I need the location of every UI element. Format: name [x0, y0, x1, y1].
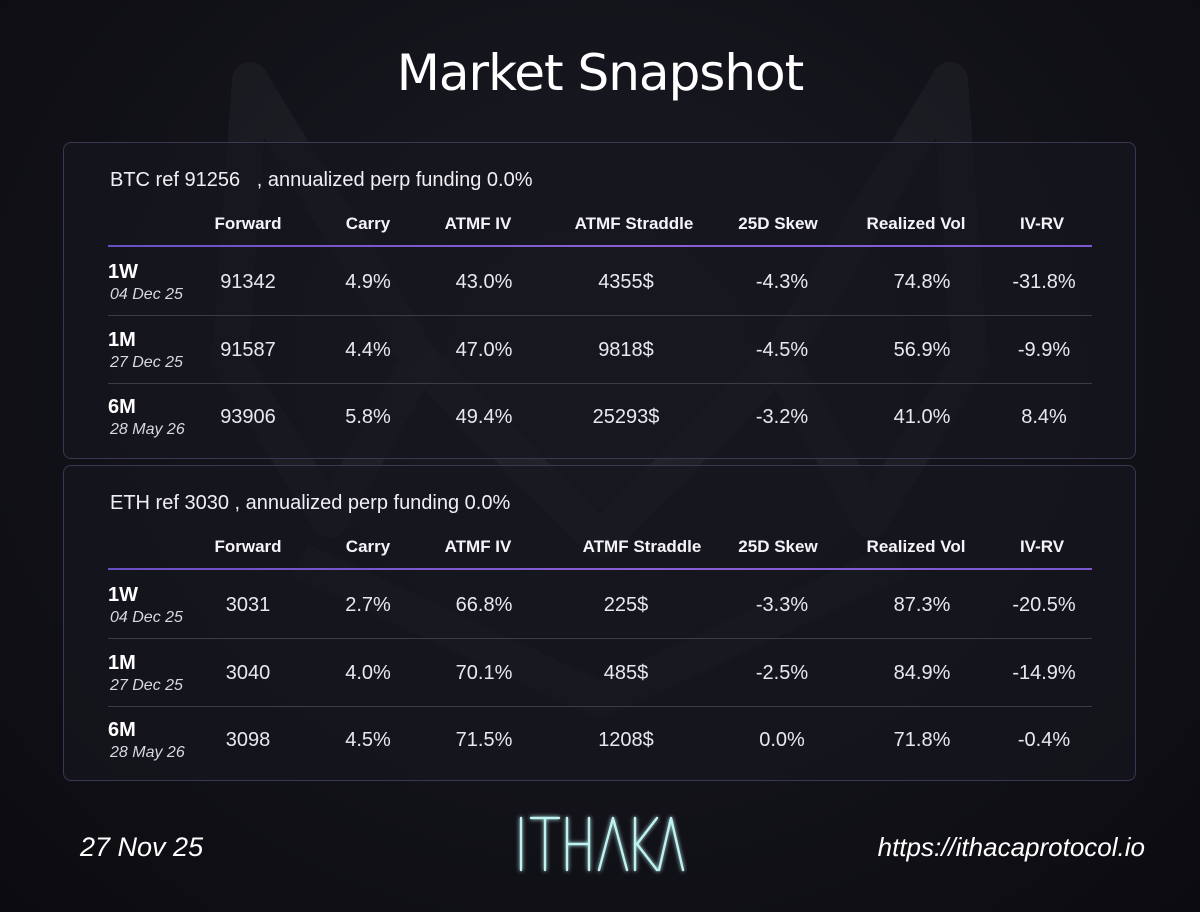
- col-header-carry: Carry: [345, 537, 391, 556]
- cell-realized-vol: 71.8%: [893, 729, 951, 751]
- col-header-atmf-iv: ATMF IV: [444, 537, 512, 556]
- cell-iv-rv: -20.5%: [1012, 594, 1076, 616]
- btc-panel-header: BTC ref 91256 , annualized perp funding …: [110, 169, 533, 191]
- cell-atmf-straddle: 9818$: [598, 339, 654, 361]
- tenor-date: 27 Dec 25: [110, 354, 183, 371]
- row-divider: [108, 383, 1092, 384]
- tenor-label: 1M: [108, 329, 136, 351]
- tenor-date: 28 May 26: [110, 421, 185, 438]
- cell-25d-skew: -3.3%: [755, 594, 809, 616]
- cell-carry: 5.8%: [345, 406, 391, 428]
- cell-atmf-iv: 71.5%: [455, 729, 513, 751]
- cell-realized-vol: 84.9%: [893, 662, 951, 684]
- col-header-carry: Carry: [345, 214, 391, 233]
- col-header-atmf-iv: ATMF IV: [444, 214, 512, 233]
- cell-forward: 3040: [225, 662, 271, 684]
- cell-25d-skew: -4.5%: [755, 339, 809, 361]
- row-divider: [108, 638, 1092, 639]
- col-header-iv-rv: IV-RV: [1019, 214, 1065, 233]
- cell-carry: 4.9%: [345, 271, 391, 293]
- cell-forward: 93906: [220, 406, 276, 428]
- header-divider: [108, 245, 1092, 247]
- eth-panel: ETH ref 3030 , annualized perp funding 0…: [63, 465, 1136, 781]
- header-divider: [108, 568, 1092, 570]
- cell-iv-rv: -9.9%: [1017, 339, 1071, 361]
- cell-carry: 4.4%: [345, 339, 391, 361]
- cell-25d-skew: 0.0%: [759, 729, 805, 751]
- tenor-label: 1W: [108, 261, 138, 283]
- col-header-iv-rv: IV-RV: [1019, 537, 1065, 556]
- col-header-atmf-straddle: ATMF Straddle: [582, 537, 702, 556]
- cell-atmf-straddle: 485$: [603, 662, 649, 684]
- tenor-date: 28 May 26: [110, 744, 185, 761]
- cell-forward: 91342: [220, 271, 276, 293]
- btc-panel: BTC ref 91256 , annualized perp funding …: [63, 142, 1136, 459]
- cell-iv-rv: -14.9%: [1012, 662, 1076, 684]
- cell-atmf-straddle: 1208$: [598, 729, 654, 751]
- tenor-date: 04 Dec 25: [110, 286, 183, 303]
- col-header-atmf-straddle: ATMF Straddle: [574, 214, 694, 233]
- cell-carry: 4.5%: [345, 729, 391, 751]
- tenor-date: 27 Dec 25: [110, 677, 183, 694]
- cell-forward: 3098: [225, 729, 271, 751]
- tenor-label: 6M: [108, 719, 136, 741]
- tenor-label: 1W: [108, 584, 138, 606]
- page-title: Market Snapshot: [396, 44, 805, 102]
- cell-realized-vol: 56.9%: [893, 339, 951, 361]
- cell-realized-vol: 87.3%: [893, 594, 951, 616]
- tenor-date: 04 Dec 25: [110, 609, 183, 626]
- cell-atmf-iv: 66.8%: [455, 594, 513, 616]
- website-link[interactable]: https://ithacaprotocol.io: [877, 832, 1145, 862]
- cell-25d-skew: -4.3%: [755, 271, 809, 293]
- col-header-realized-vol: Realized Vol: [866, 214, 966, 233]
- cell-forward: 91587: [220, 339, 276, 361]
- cell-atmf-straddle: 25293$: [592, 406, 660, 428]
- col-header-forward: Forward: [214, 537, 282, 556]
- cell-iv-rv: -31.8%: [1012, 271, 1076, 293]
- cell-25d-skew: -2.5%: [755, 662, 809, 684]
- cell-carry: 4.0%: [345, 662, 391, 684]
- cell-atmf-iv: 47.0%: [455, 339, 513, 361]
- cell-iv-rv: -0.4%: [1017, 729, 1071, 751]
- cell-25d-skew: -3.2%: [755, 406, 809, 428]
- cell-atmf-straddle: 4355$: [598, 271, 654, 293]
- col-header-25d-skew: 25D Skew: [738, 214, 818, 233]
- tenor-label: 6M: [108, 396, 136, 418]
- eth-panel-header: ETH ref 3030 , annualized perp funding 0…: [110, 492, 511, 514]
- tenor-label: 1M: [108, 652, 136, 674]
- cell-realized-vol: 41.0%: [893, 406, 951, 428]
- cell-atmf-iv: 43.0%: [455, 271, 513, 293]
- cell-atmf-iv: 49.4%: [455, 406, 513, 428]
- row-divider: [108, 706, 1092, 707]
- row-divider: [108, 315, 1092, 316]
- col-header-25d-skew: 25D Skew: [738, 537, 818, 556]
- ithaca-logo: [519, 816, 685, 872]
- cell-atmf-iv: 70.1%: [455, 662, 513, 684]
- col-header-forward: Forward: [214, 214, 282, 233]
- cell-realized-vol: 74.8%: [893, 271, 951, 293]
- cell-iv-rv: 8.4%: [1021, 406, 1067, 428]
- snapshot-date: 27 Nov 25: [80, 832, 204, 862]
- cell-carry: 2.7%: [345, 594, 391, 616]
- col-header-realized-vol: Realized Vol: [866, 537, 966, 556]
- cell-atmf-straddle: 225$: [603, 594, 649, 616]
- cell-forward: 3031: [225, 594, 271, 616]
